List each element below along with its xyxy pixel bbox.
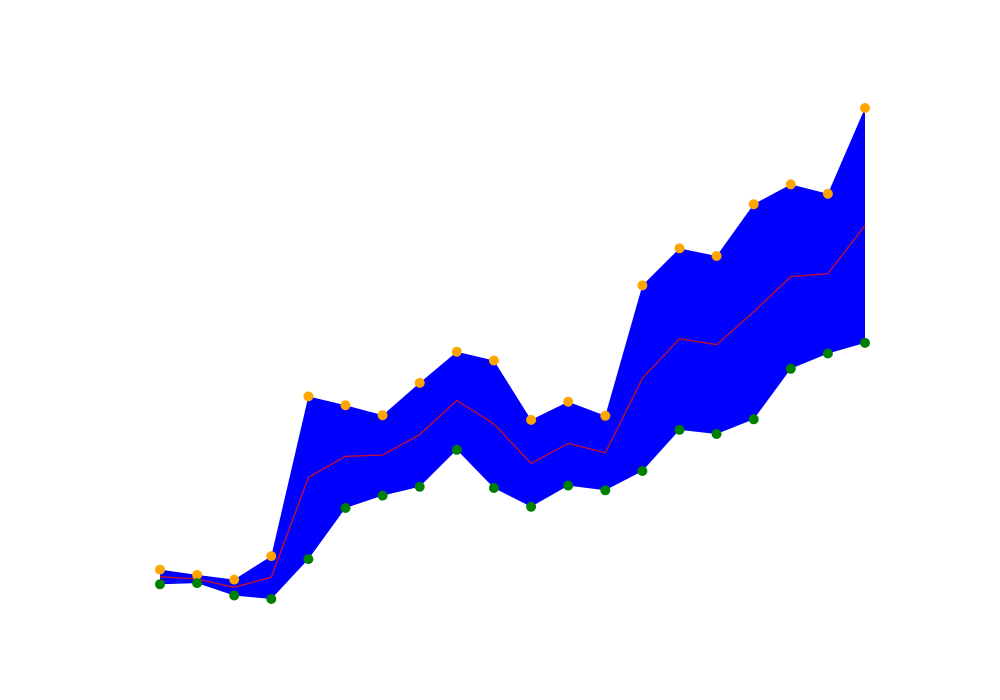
upper-point-2 (229, 574, 240, 585)
lower-point-0 (155, 579, 165, 590)
lower-point-12 (600, 485, 611, 496)
lower-point-6 (377, 490, 388, 501)
upper-point-7 (414, 377, 425, 388)
lower-point-5 (340, 503, 351, 513)
lower-point-4 (303, 554, 314, 565)
lower-point-18 (822, 348, 833, 359)
upper-markers (155, 103, 870, 585)
upper-point-15 (711, 251, 722, 261)
lower-point-3 (266, 594, 277, 604)
upper-point-8 (451, 346, 462, 357)
lower-point-14 (674, 424, 685, 435)
upper-point-17 (785, 179, 796, 190)
upper-point-3 (266, 551, 277, 562)
filled-band (160, 108, 865, 599)
upper-point-0 (155, 564, 165, 575)
upper-point-11 (563, 396, 574, 407)
upper-point-5 (340, 400, 351, 411)
upper-point-6 (377, 410, 388, 421)
lower-point-8 (451, 444, 462, 455)
upper-point-4 (303, 391, 314, 402)
upper-point-10 (526, 414, 537, 425)
upper-point-1 (192, 569, 203, 580)
lower-point-16 (748, 414, 759, 425)
upper-point-14 (674, 243, 685, 254)
lower-point-17 (785, 363, 796, 374)
upper-point-18 (822, 188, 833, 199)
lower-point-1 (192, 578, 203, 589)
lower-point-15 (711, 429, 722, 439)
upper-point-13 (637, 280, 648, 291)
lower-point-9 (488, 483, 499, 493)
lower-point-11 (563, 480, 574, 491)
upper-point-19 (860, 103, 870, 113)
upper-point-16 (748, 199, 759, 210)
lower-point-13 (637, 466, 648, 476)
lower-point-7 (414, 481, 425, 492)
lower-markers (155, 337, 870, 604)
series-line-middle (159, 225, 866, 588)
lower-point-10 (526, 501, 537, 512)
lower-point-2 (229, 590, 240, 601)
upper-point-12 (600, 410, 611, 421)
upper-point-9 (488, 355, 499, 366)
lower-point-19 (860, 337, 870, 348)
